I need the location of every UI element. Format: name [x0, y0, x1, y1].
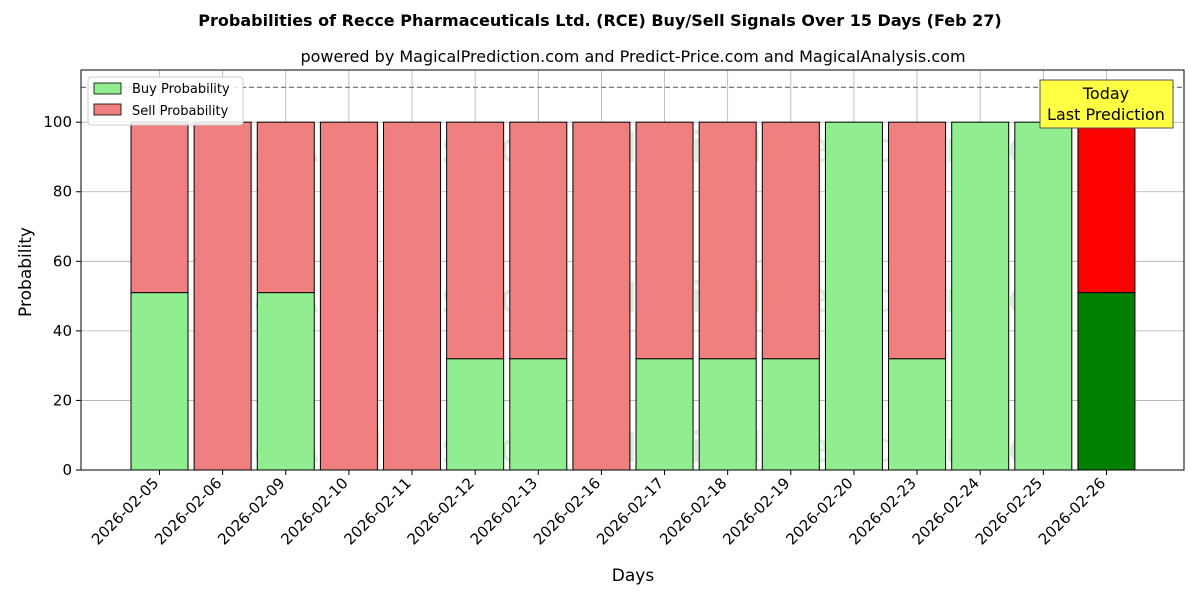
sell-bar — [256, 121, 315, 294]
buy-bar — [698, 358, 757, 471]
sell-bar — [761, 121, 820, 360]
x-tick-label: 2026-02-16 — [530, 474, 604, 548]
plot-frame — [80, 69, 1185, 471]
x-tick-label: 2026-02-17 — [593, 474, 667, 548]
y-tick-label: 60 — [53, 252, 72, 270]
x-tick-label: 2026-02-20 — [782, 474, 856, 548]
today-annotation: Today Last Prediction — [1039, 79, 1174, 129]
buy-bar — [761, 358, 820, 471]
sell-bar — [509, 121, 568, 360]
sell-bar — [446, 121, 505, 360]
y-tick-label: 80 — [53, 183, 72, 201]
buy-bar — [509, 358, 568, 471]
x-tick-label: 2026-02-24 — [909, 474, 983, 548]
x-tick-label: 2026-02-09 — [214, 474, 288, 548]
sell-bar — [319, 121, 378, 471]
x-axis-label: Days — [612, 566, 655, 586]
buy-bar — [824, 121, 883, 471]
sell-bar — [635, 121, 694, 360]
x-tick-label: 2026-02-18 — [656, 474, 730, 548]
buy-bar — [256, 292, 315, 471]
y-axis-label: Probability — [16, 227, 36, 317]
sell-bar — [383, 121, 442, 471]
x-tick-label: 2026-02-06 — [151, 474, 225, 548]
x-tick-label: 2026-02-26 — [1035, 474, 1109, 548]
y-tick-label: 40 — [53, 322, 72, 340]
chart-title: Probabilities of Recce Pharmaceuticals L… — [198, 11, 1001, 30]
y-tick-label: 0 — [62, 461, 72, 479]
today-annotation-line-2: Last Prediction — [1047, 105, 1165, 124]
chart-subtitle: powered by MagicalPrediction.com and Pre… — [300, 47, 965, 66]
legend-buy-label: Buy Probability — [132, 82, 230, 97]
y-tick-label: 20 — [53, 391, 72, 409]
x-tick-label: 2026-02-23 — [846, 474, 920, 548]
legend-buy-swatch — [93, 82, 122, 95]
sell-bar — [698, 121, 757, 360]
sell-bar — [193, 121, 252, 471]
bar-layer — [81, 86, 1184, 471]
x-tick-label: 2026-02-05 — [88, 474, 162, 548]
x-tick-label: 2026-02-11 — [340, 474, 414, 548]
legend: Buy Probability Sell Probability — [87, 76, 244, 126]
x-tick-label: 2026-02-10 — [277, 474, 351, 548]
today-annotation-box — [1039, 79, 1174, 129]
x-tick-label: 2026-02-25 — [972, 474, 1046, 548]
x-tick-label: 2026-02-13 — [467, 474, 541, 548]
buy-bar — [446, 358, 505, 471]
sell-bar — [130, 121, 189, 294]
legend-sell-label: Sell Probability — [132, 104, 229, 119]
today-annotation-line-1: Today — [1082, 84, 1129, 103]
sell-bar — [572, 121, 631, 471]
legend-frame — [87, 76, 244, 126]
x-tick-label: 2026-02-12 — [404, 474, 478, 548]
buy-bar — [888, 358, 947, 471]
sell-bar — [1077, 121, 1136, 294]
buy-bar — [951, 121, 1010, 471]
buy-bar — [1077, 292, 1136, 471]
legend-sell-swatch — [93, 103, 122, 116]
x-tick-label: 2026-02-19 — [719, 474, 793, 548]
y-tick-label: 100 — [43, 113, 72, 131]
buy-bar — [635, 358, 694, 471]
sell-bar — [888, 121, 947, 360]
buy-bar — [1014, 121, 1073, 471]
buy-bar — [130, 292, 189, 471]
